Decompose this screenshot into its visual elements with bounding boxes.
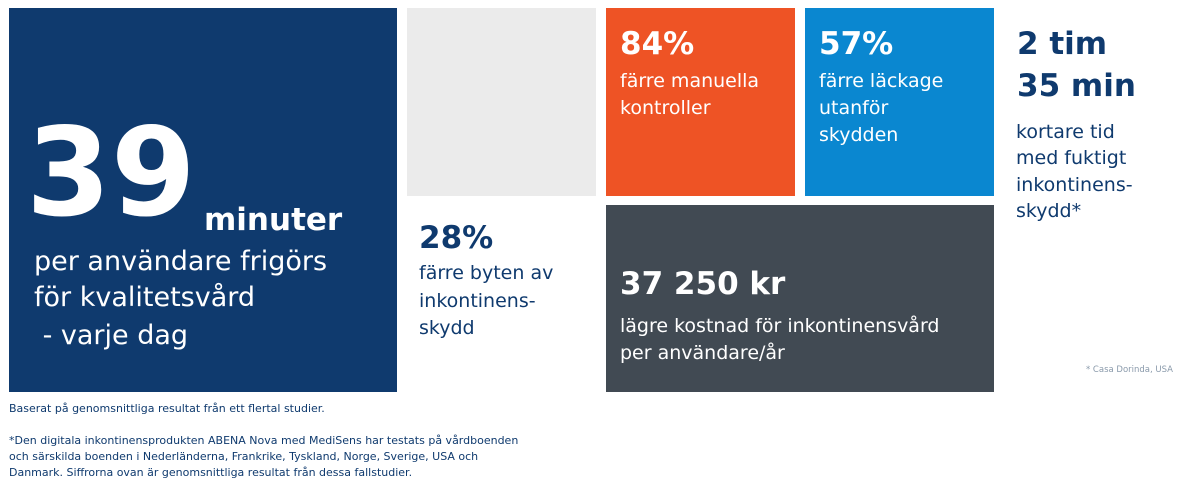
leaks-line: skydden [819, 124, 898, 146]
checks-line: kontroller [620, 97, 711, 119]
main-line: för kvalitetsvård [34, 282, 255, 313]
cost-line: per användare/år [620, 341, 785, 364]
changes-line: färre byten av [419, 262, 553, 284]
changes-figure: 28% [419, 220, 493, 256]
cost-figure: 37 250 kr [620, 266, 786, 302]
main-tile [9, 8, 397, 392]
time-line: skydd* [1016, 200, 1081, 222]
blank-tile [407, 8, 596, 196]
cost-tile [606, 205, 994, 392]
main-unit: minuter [204, 202, 343, 238]
checks-line: färre manuella [620, 70, 759, 92]
time-line: kortare tid [1016, 121, 1115, 143]
footer-line: och särskilda boenden i Nederländerna, F… [9, 450, 478, 463]
checks-tile [606, 8, 795, 196]
main-number: 39 [26, 102, 196, 244]
main-line: - varje dag [34, 320, 188, 351]
time-figure: 2 tim [1017, 26, 1107, 62]
leaks-figure: 57% [819, 26, 893, 62]
checks-figure: 84% [620, 26, 694, 62]
main-line: per användare frigörs [34, 246, 327, 277]
changes-line: inkontinens- [419, 290, 536, 312]
time-line: med fuktigt [1016, 147, 1126, 169]
leaks-tile [805, 8, 994, 196]
time-figure: 35 min [1017, 68, 1136, 104]
time-line: inkontinens- [1016, 174, 1133, 196]
cost-line: lägre kostnad för inkontinensvård [620, 314, 940, 337]
footer-note: Baserat på genomsnittliga resultat från … [9, 402, 325, 415]
source-note: * Casa Dorinda, USA [1086, 365, 1173, 375]
changes-line: skydd [419, 317, 475, 339]
leaks-line: färre läckage [819, 70, 943, 92]
leaks-line: utanför [819, 97, 888, 119]
footer-line: Danmark. Siffrorna ovan är genomsnittlig… [9, 466, 412, 479]
footer-line: *Den digitala inkontinensprodukten ABENA… [9, 434, 518, 447]
